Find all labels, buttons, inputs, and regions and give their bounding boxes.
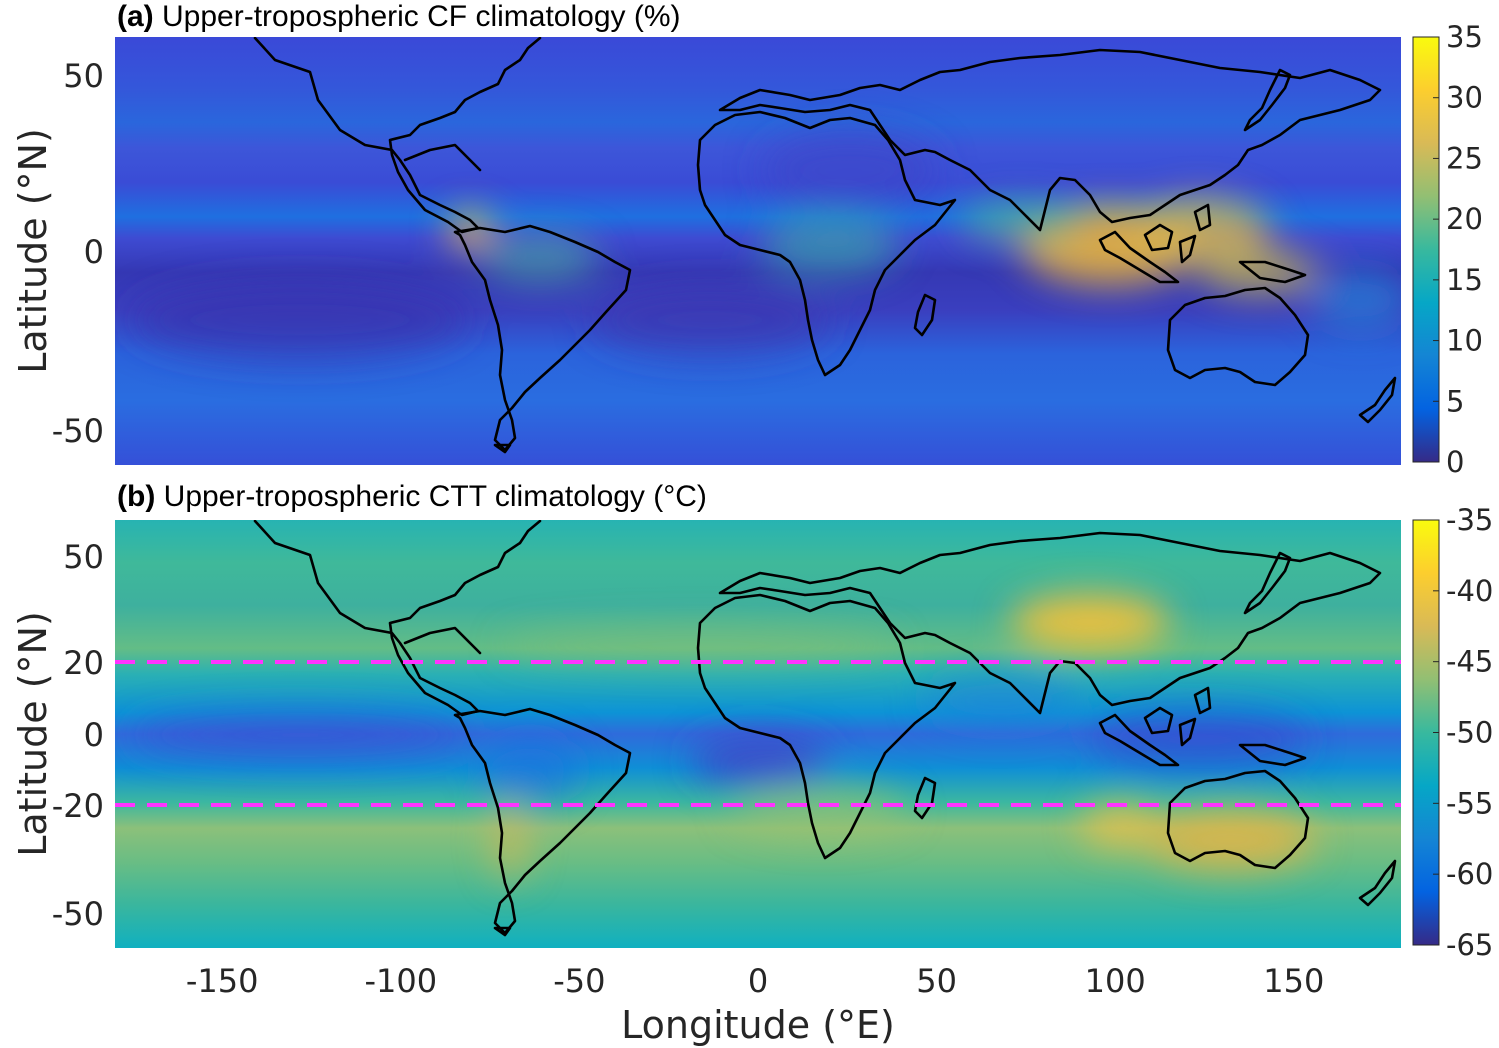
panel-b-ytick: 50 (63, 538, 104, 576)
panel-b-xtick: -100 (364, 962, 437, 1000)
panel-a-ylabel: Latitude (°N) (11, 128, 55, 374)
panel-b-ytick: 0 (84, 716, 104, 754)
panel-a-label: (a) (117, 0, 154, 33)
panel-b-xtick: 100 (1085, 962, 1146, 1000)
panel-a-ytick: 50 (63, 57, 104, 95)
panel-b-colorbar-tick: -65 (1446, 928, 1493, 962)
panel-b-map (115, 520, 1401, 948)
panel-a-title-text: Upper-tropospheric CF climatology (%) (154, 0, 681, 33)
panel-a-colorbar-tick: 5 (1446, 384, 1464, 418)
panel-b-ytick: -50 (52, 895, 104, 933)
panel-b-label: (b) (117, 480, 155, 513)
panel-a-colorbar-tick: 35 (1446, 20, 1483, 54)
panel-a-colorbar-tick: 15 (1446, 263, 1483, 297)
panel-a-colorbar-tick: 0 (1446, 445, 1464, 479)
panel-b-colorbar-tick: -40 (1446, 574, 1493, 608)
panel-b-colorbar-tick: -45 (1446, 645, 1493, 679)
panel-a-colorbar-tick: 10 (1446, 324, 1483, 358)
panel-b-yaxis: Latitude (°N) 50 20 0 -20 -50 (11, 538, 104, 933)
panel-b-ytick-ref: 20 (63, 644, 104, 682)
panel-a-title: (a) Upper-tropospheric CF climatology (%… (117, 0, 681, 33)
panel-b-xtick: -150 (186, 962, 259, 1000)
panel-b-xtick: 50 (916, 962, 957, 1000)
panel-b-ytick-ref: -20 (52, 787, 104, 825)
panel-b-colorbar-tick: -55 (1446, 786, 1493, 820)
panel-a-yaxis: Latitude (°N) 50 0 -50 (11, 57, 104, 450)
panel-b-title-text: Upper-tropospheric CTT climatology (°C) (155, 480, 707, 513)
panel-b-xtick: 0 (748, 962, 768, 1000)
panel-b-xtick: 150 (1263, 962, 1324, 1000)
panel-b-colorbar-tick: -60 (1446, 857, 1493, 891)
panel-b-xlabel: Longitude (°E) (621, 1003, 895, 1047)
panel-b-colorbar: -35 -40 -45 -50 -55 -60 -65 (1412, 503, 1493, 962)
panel-b-title: (b) Upper-tropospheric CTT climatology (… (117, 480, 707, 513)
panel-b-xtick: -50 (553, 962, 605, 1000)
panel-a-colorbar: 0 5 10 15 20 25 30 35 (1412, 20, 1483, 479)
panel-b: (b) Upper-tropospheric CTT climatology (… (11, 480, 1493, 1047)
panel-a: (a) Upper-tropospheric CF climatology (%… (11, 0, 1483, 479)
panel-b-colorbar-tick: -35 (1446, 503, 1493, 537)
panel-b-ylabel: Latitude (°N) (11, 611, 55, 857)
panel-b-xaxis: -150 -100 -50 0 50 100 150 Longitude (°E) (186, 962, 1325, 1047)
panel-a-colorbar-tick: 25 (1446, 141, 1483, 175)
panel-a-map (115, 37, 1401, 465)
panel-a-colorbar-tick: 20 (1446, 202, 1483, 236)
panel-a-ytick: -50 (52, 412, 104, 450)
panel-a-ytick: 0 (84, 233, 104, 271)
panel-a-colorbar-tick: 30 (1446, 81, 1483, 115)
panel-b-colorbar-tick: -50 (1446, 716, 1493, 750)
